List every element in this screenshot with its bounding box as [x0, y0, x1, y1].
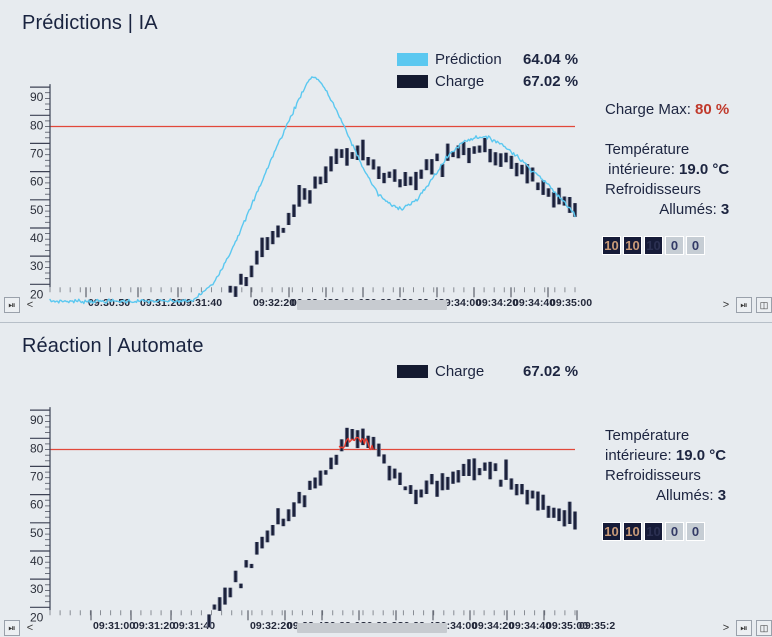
svg-text:60: 60	[30, 498, 44, 512]
svg-text:50: 50	[30, 526, 44, 540]
svg-text:30: 30	[30, 582, 44, 596]
svg-text:80: 80	[30, 118, 44, 132]
svg-text:80: 80	[30, 441, 44, 455]
svg-text:40: 40	[30, 554, 44, 568]
svg-text:90: 90	[30, 90, 44, 104]
svg-text:70: 70	[30, 469, 44, 483]
svg-text:40: 40	[30, 231, 44, 245]
svg-text:50: 50	[30, 203, 44, 217]
svg-text:90: 90	[30, 413, 44, 427]
svg-text:70: 70	[30, 146, 44, 160]
svg-text:60: 60	[30, 175, 44, 189]
svg-text:30: 30	[30, 259, 44, 273]
